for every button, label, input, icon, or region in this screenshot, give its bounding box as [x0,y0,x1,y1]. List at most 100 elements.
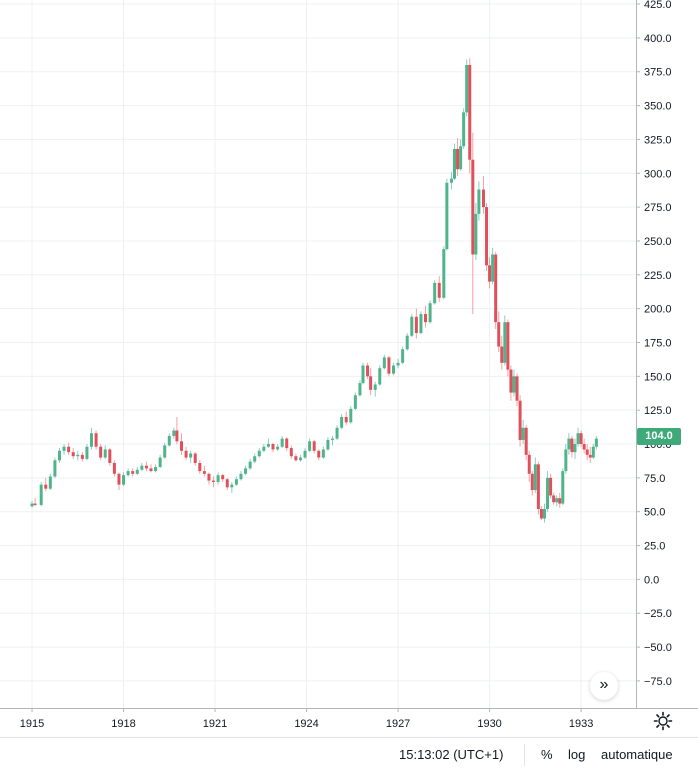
scroll-to-realtime-button[interactable]: » [590,672,618,700]
last-price-tag: 104.0 [637,428,681,445]
candle-body [567,438,571,450]
candle-down [71,448,75,459]
candle-body [76,454,80,457]
candle-up [253,453,257,463]
candle-down [44,477,48,492]
candle-body [131,471,135,474]
candle-down [285,437,289,451]
candle-down [294,453,298,462]
candle-up [405,333,409,351]
candle-body [449,178,453,183]
candle-body [459,146,463,170]
candle-body [536,464,540,510]
candle-up [90,427,94,450]
candle-body [585,449,589,455]
candle-down [387,356,391,377]
settings-icon[interactable] [652,710,674,732]
candle-body [582,444,586,450]
candle-body [239,473,243,480]
candle-body [117,473,121,485]
price-chart[interactable]: 425.0 400.0 375.0 350.0 325.0 300.0 275.0 250.0… [0,0,698,737]
candle-body [570,438,574,453]
candle-body [410,316,414,336]
candle-body [419,314,423,334]
candle-body [179,441,183,451]
candle-up [154,464,158,473]
candle-down [94,430,98,450]
candle-up [126,468,130,477]
log-scale-toggle[interactable]: log [568,747,586,762]
y-tick-label: 225.0 [644,270,672,282]
percent-scale-toggle[interactable]: % [541,747,553,762]
candle-down [471,132,475,315]
candle-body [317,450,321,458]
candle-down [424,305,428,328]
candle-body [253,456,257,462]
y-tick-label: 300.0 [644,168,672,180]
candle-up [135,467,139,476]
candle-body [202,471,206,474]
y-tick-label: −50.0 [644,642,672,654]
candle-body [445,182,449,250]
candle-up [453,143,457,181]
candle-up [546,471,550,512]
candle-up [442,246,446,300]
candle-up [335,425,339,440]
candle-body [135,469,139,474]
candle-body [262,446,266,451]
auto-scale-toggle[interactable]: automatique [601,747,673,762]
candle-body [477,189,481,214]
candle-up [410,314,414,338]
candle-up [326,437,330,451]
candle-body [103,449,107,458]
candle-down [414,308,418,339]
candle-body [62,446,66,451]
candle-up [567,433,571,455]
candle-body [494,254,498,323]
candle-up [308,438,312,453]
candle-up [576,427,580,447]
candle-body [549,477,553,496]
candle-down [175,416,179,445]
candle-body [358,383,362,396]
candle-down [579,430,583,447]
candle-body [221,475,225,480]
candle-body [564,449,568,472]
candle-down [271,442,275,453]
candle-down [80,452,84,462]
candle-down [144,461,148,472]
candle-body [175,430,179,442]
candle-up [382,354,386,370]
candle-body [481,189,485,208]
candle-body [216,475,220,482]
candle-down [207,472,211,485]
candle-body [112,462,116,474]
candle-up [594,435,598,450]
candle-body [366,365,370,377]
candle-body [207,473,211,481]
candle-up [555,495,559,507]
candle-down [179,433,183,455]
candle-down [506,319,510,377]
candle-body [144,465,148,469]
candle-body [387,357,391,374]
x-tick-label: 1930 [477,718,501,730]
candle-body [353,395,357,409]
candle-body [405,335,409,350]
candle-body [542,509,546,519]
candle-up [340,414,344,430]
y-tick-label: 175.0 [644,337,672,349]
candle-body [391,365,395,374]
candle-down [108,448,112,466]
candle-down [481,175,485,214]
candle-down [33,498,37,507]
y-tick-label: 350.0 [644,101,672,113]
y-tick-label: 250.0 [644,236,672,248]
candle-body [468,64,472,160]
candle-body [437,282,441,298]
candle-body [298,457,302,461]
candle-body [442,249,446,298]
candle-body [576,433,580,445]
candle-body [539,509,543,519]
candle-body [230,484,234,488]
